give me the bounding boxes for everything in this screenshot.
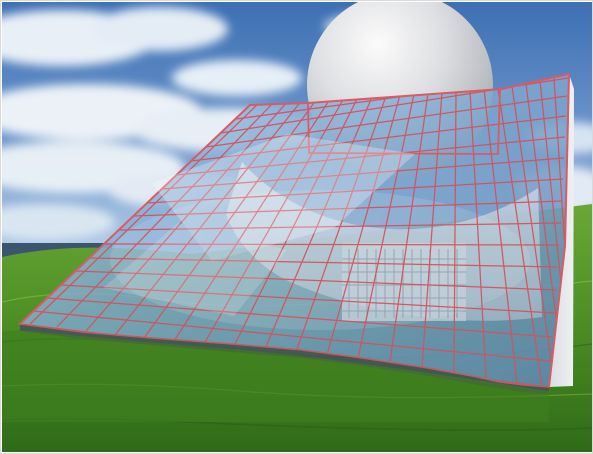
foreground-grass: [2, 330, 549, 422]
sphere-opening-outline: [307, 88, 501, 155]
roof-outline: [19, 72, 571, 388]
glass-highlights: [103, 134, 415, 316]
roof-grid: [20, 74, 569, 387]
building-base-edge: [20, 324, 549, 394]
